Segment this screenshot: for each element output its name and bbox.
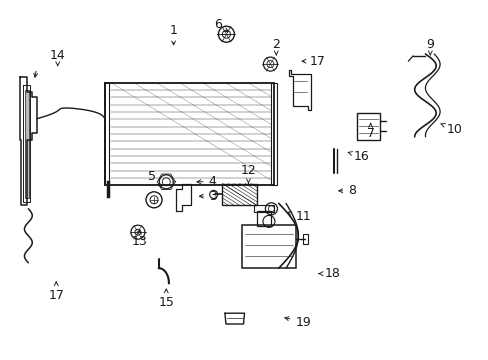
Text: 12: 12 [240, 165, 256, 183]
Text: 15: 15 [158, 289, 174, 309]
Bar [25, 90, 29, 198]
Text: 2: 2 [272, 39, 280, 55]
Bar [254, 205, 273, 212]
Text: 18: 18 [318, 267, 340, 280]
Bar [256, 211, 271, 226]
Text: 3: 3 [199, 190, 216, 203]
Text: 19: 19 [285, 316, 310, 329]
Text: 5: 5 [147, 170, 161, 186]
Bar [222, 184, 256, 205]
Text: 7: 7 [366, 123, 374, 140]
Text: 13: 13 [131, 230, 147, 248]
Text: 17: 17 [48, 282, 64, 302]
Text: 10: 10 [440, 123, 462, 136]
Bar [105, 83, 273, 185]
Bar [356, 113, 380, 140]
Bar [271, 83, 277, 185]
Text: 6: 6 [213, 18, 227, 32]
Bar [242, 225, 295, 268]
Bar [303, 234, 307, 244]
Text: 16: 16 [347, 150, 369, 163]
Text: 4: 4 [197, 175, 216, 188]
Text: 14: 14 [50, 49, 65, 66]
Text: 8: 8 [338, 184, 355, 197]
Text: 11: 11 [287, 210, 310, 222]
Text: 17: 17 [302, 55, 325, 68]
Text: 1: 1 [169, 24, 177, 45]
Text: 9: 9 [426, 39, 433, 55]
